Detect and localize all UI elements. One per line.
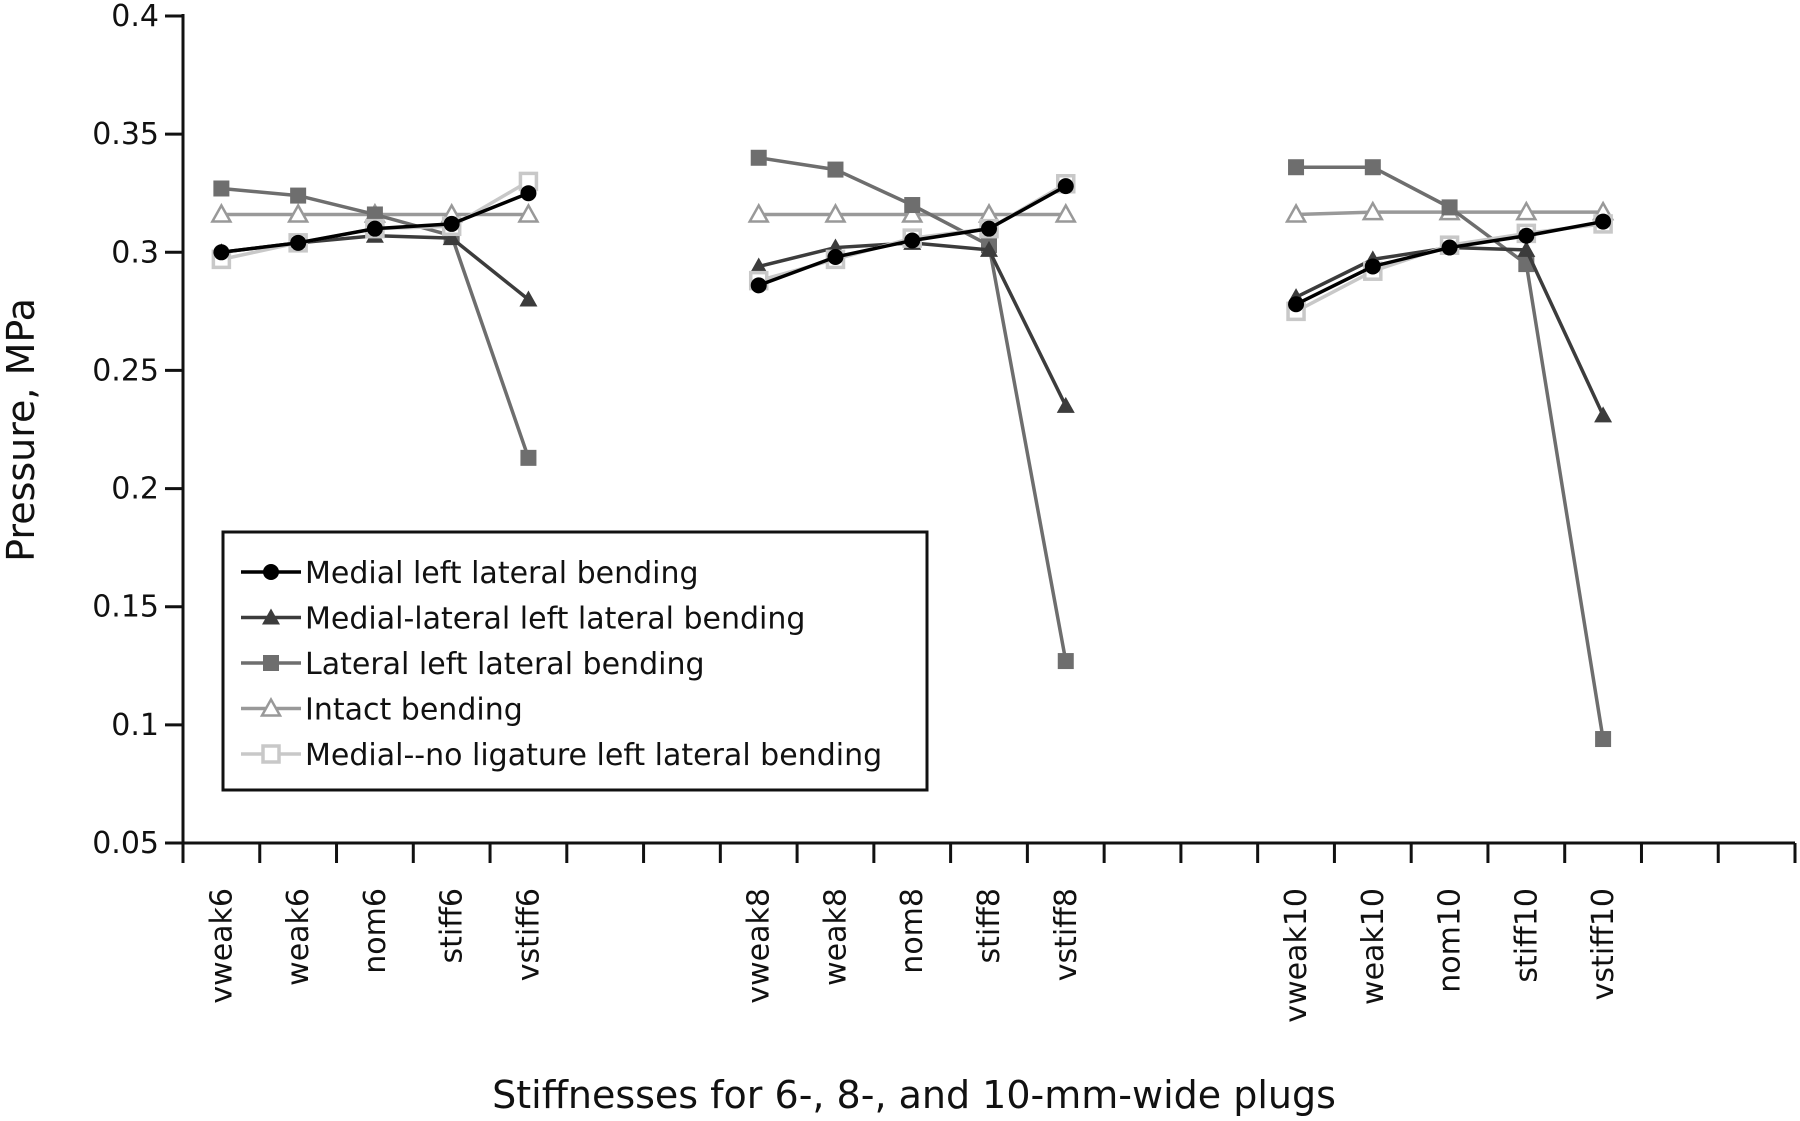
x-tick-label: vstiff10 [1586,888,1621,1000]
legend-label: Lateral left lateral bending [305,647,705,682]
data-point [520,449,537,466]
data-point [904,232,921,249]
x-tick-label: vweak8 [742,888,777,1004]
data-point [517,202,540,223]
legend-marker [263,655,279,671]
data-point [901,202,924,223]
x-axis-ticks: vweak6 weak6 nom6 stiff6 vstiff6 vweak8 weak8 n… [181,843,1797,1023]
legend-marker [261,744,281,764]
data-point [1441,199,1458,216]
series-1 [213,178,1612,313]
y-tick-label: 0.2 [111,472,159,507]
legend-label: Medial-lateral left lateral bending [305,602,805,637]
legend-item: Medial-lateral left lateral bending [241,602,805,637]
legend-label: Intact bending [305,693,523,728]
data-point [443,215,460,232]
data-point [442,229,461,246]
data-point [904,197,921,214]
legend-box [221,530,929,792]
y-tick-label: 0.25 [92,353,159,388]
data-point [287,202,310,223]
data-point [1515,200,1538,221]
y-axis-title: Pressure, MPa [0,298,43,562]
y-tick-label: 0.4 [111,0,159,34]
data-point [1594,406,1613,423]
series-line [1295,219,1604,306]
data-point [213,180,230,197]
legend-marker [259,696,283,717]
data-point [1361,200,1384,221]
data-point [827,249,844,266]
data-point [750,149,767,166]
data-point [1595,731,1612,748]
data-point [1364,159,1381,176]
legend-marker [262,608,280,625]
data-point [210,202,233,223]
data-point [1284,202,1308,223]
data-point [366,220,383,237]
x-tick-label: stiff10 [1509,888,1544,983]
y-axis-ticks: 0.05 0.1 0.15 0.2 0.25 0.3 0.35 0.4 [92,0,183,861]
series-2 [212,226,1613,423]
data-point [1057,653,1074,670]
data-point [980,240,998,257]
data-point [520,185,537,202]
x-tick-label: nom8 [895,888,930,974]
x-tick-label: vweak10 [1279,888,1314,1023]
legend-item: Lateral left lateral bending [241,647,705,682]
x-tick-label: nom6 [358,888,393,974]
x-tick-label: vstiff8 [1049,888,1084,981]
y-tick-label: 0.3 [111,235,159,270]
x-tick-label: weak6 [281,888,316,986]
data-point [290,187,307,204]
y-tick-label: 0.05 [92,826,159,861]
data-point [750,277,767,294]
data-point [519,290,538,307]
axes [181,14,1795,845]
x-tick-label: weak8 [818,888,853,986]
data-point [1441,239,1458,256]
x-tick-label: vstiff6 [511,888,546,981]
legend: Medial left lateral bending Medial-latera… [221,530,929,792]
data-point [827,161,844,178]
data-point [824,202,847,223]
x-tick-label: vweak6 [204,888,239,1004]
data-point [749,257,768,274]
x-tick-label: stiff8 [972,888,1007,963]
legend-item: Medial left lateral bending [241,556,699,591]
x-tick-label: weak10 [1356,888,1391,1005]
data-point [1056,396,1075,413]
legend-item: Intact bending [241,693,523,728]
legend-marker [263,564,279,580]
x-tick-label: stiff6 [435,888,470,963]
legend-label: Medial--no ligature left lateral bending [305,738,882,773]
data-point [981,220,997,237]
data-point [366,206,383,223]
data-point [213,244,230,261]
data-point [1595,213,1612,230]
legend-item: Medial--no ligature left lateral bending [241,738,882,773]
y-tick-label: 0.15 [92,590,159,625]
legend-label: Medial left lateral bending [305,556,699,591]
series-layer [210,149,1615,748]
legend-items: Medial left lateral bending Medial-latera… [241,556,882,773]
data-point [1518,227,1535,244]
data-point [1517,240,1536,257]
data-point [1288,296,1305,313]
y-tick-label: 0.1 [111,708,159,743]
data-point [1057,178,1074,195]
series-line [1295,245,1605,417]
x-tick-label: nom10 [1433,888,1468,993]
data-point [290,234,307,251]
y-tick-label: 0.35 [92,117,159,152]
data-point [747,202,770,223]
data-point [1288,159,1305,176]
x-axis-title: Stiffnesses for 6-, 8-, and 10-mm-wide p… [492,1073,1336,1117]
data-point [1364,258,1381,275]
data-point [1054,202,1077,223]
